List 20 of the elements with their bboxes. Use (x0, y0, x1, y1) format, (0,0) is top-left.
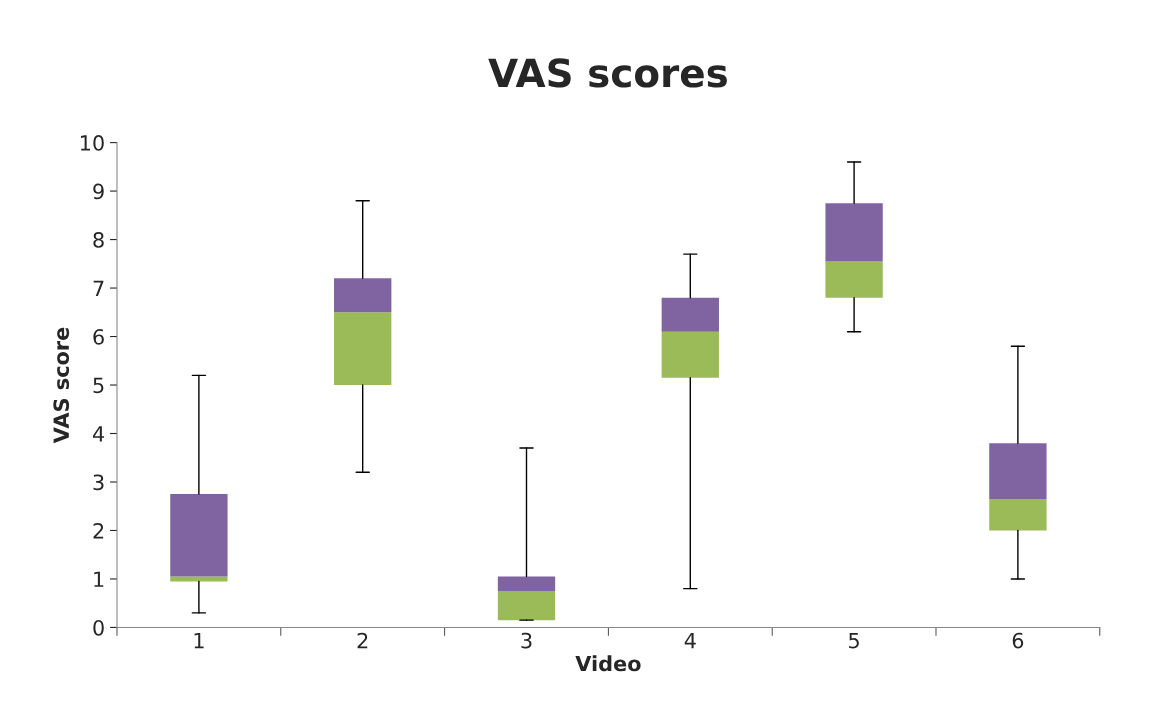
x-tick-label: 3 (521, 632, 532, 649)
y-tick-label: 10 (80, 135, 104, 151)
x-tick-label: 5 (849, 632, 859, 649)
y-tick-label: 3 (93, 474, 104, 491)
x-tick-label: 4 (684, 632, 696, 649)
y-tick-label: 5 (93, 377, 104, 394)
x-tick-label: 1 (194, 632, 204, 649)
x-axis-title: Video (575, 655, 641, 672)
y-tick-label: 7 (93, 280, 104, 296)
y-tick-label: 6 (93, 328, 104, 345)
chart-title: VAS scores (488, 58, 727, 88)
y-tick-label: 4 (92, 426, 105, 442)
y-tick-label: 1 (94, 571, 104, 587)
y-tick-label: 9 (93, 183, 104, 200)
x-tick-label: 6 (1012, 632, 1024, 649)
y-tick-label: 8 (93, 232, 104, 248)
y-tick-label: 2 (93, 522, 104, 539)
y-tick-label: 0 (93, 619, 104, 636)
y-axis-title: VAS score (53, 327, 70, 444)
x-tick-label: 2 (357, 632, 368, 649)
